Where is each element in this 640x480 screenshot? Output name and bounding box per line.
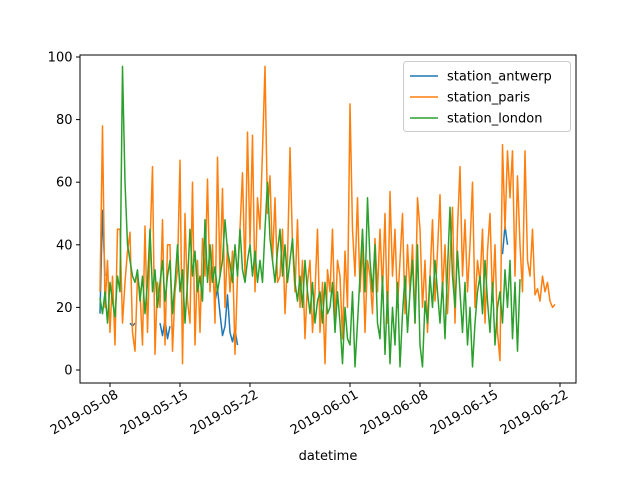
axes-spines (79, 54, 577, 384)
x-tick-label: 2019-06-15 (428, 387, 501, 438)
x-axis-label: datetime (299, 449, 358, 464)
y-tick-label: 80 (56, 113, 73, 128)
legend-label-station_paris: station_paris (447, 91, 530, 106)
series-line-station_paris (99, 65, 556, 365)
legend-box (403, 61, 571, 132)
y-tick-label: 100 (48, 51, 73, 66)
x-tick-label: 2019-06-22 (498, 387, 571, 438)
y-tick-label: 20 (56, 301, 73, 316)
y-tick-label: 60 (56, 176, 73, 191)
series-line-station_london (99, 65, 521, 368)
x-tick-label: 2019-06-08 (358, 387, 431, 438)
legend-label-station_london: station_london (447, 112, 543, 127)
x-tick-label: 2019-06-01 (288, 387, 361, 438)
x-tick-label: 2019-05-08 (48, 387, 121, 438)
y-tick-label: 0 (64, 364, 72, 379)
legend-label-station_antwerp: station_antwerp (447, 70, 552, 85)
y-tick-label: 40 (56, 238, 73, 253)
x-tick-label: 2019-05-15 (118, 387, 191, 438)
x-tick-label: 2019-05-22 (188, 387, 261, 438)
